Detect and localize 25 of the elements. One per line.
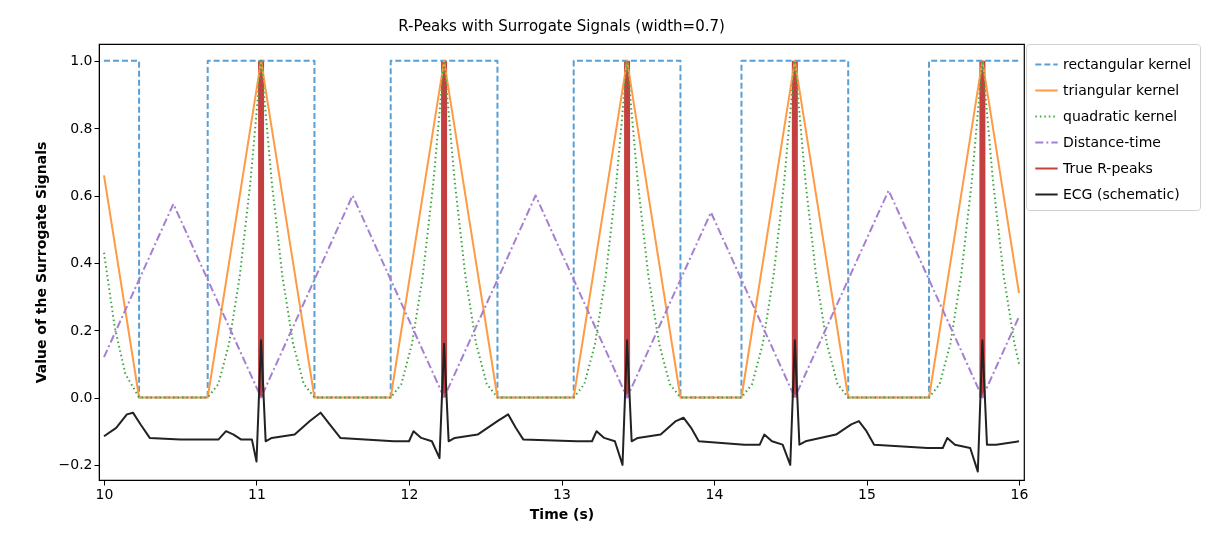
y-tick-label: −0.2 <box>58 456 93 473</box>
x-tick-label: 14 <box>705 485 724 502</box>
legend-label: triangular kernel <box>1063 81 1180 98</box>
y-tick-label: 0.2 <box>70 321 93 338</box>
x-axis-title: Time (s) <box>529 505 595 522</box>
x-tick-label: 12 <box>400 485 419 502</box>
legend-label: Distance-time <box>1063 133 1161 150</box>
y-axis-title: Value of the Surrogate Signals <box>32 141 49 384</box>
y-tick-label: 0.0 <box>70 389 93 406</box>
x-tick-label: 13 <box>553 485 571 502</box>
x-tick-label: 10 <box>95 485 114 502</box>
chart-title: R-Peaks with Surrogate Signals (width=0.7) <box>398 16 725 35</box>
legend-label: ECG (schematic) <box>1063 185 1180 202</box>
x-tick-label: 11 <box>248 485 266 502</box>
line-series <box>103 189 1020 399</box>
legend-label: quadratic kernel <box>1063 107 1178 124</box>
y-tick-label: 0.6 <box>70 187 93 204</box>
y-tick-label: 0.4 <box>70 254 93 271</box>
x-tick-label: 15 <box>858 485 876 502</box>
y-tick-label: 0.8 <box>70 119 93 136</box>
line-series <box>103 339 1020 473</box>
legend-label: True R-peaks <box>1062 159 1153 176</box>
legend-label: rectangular kernel <box>1063 55 1192 72</box>
x-tick-label: 16 <box>1010 485 1029 502</box>
y-tick-label: 1.0 <box>70 52 93 69</box>
